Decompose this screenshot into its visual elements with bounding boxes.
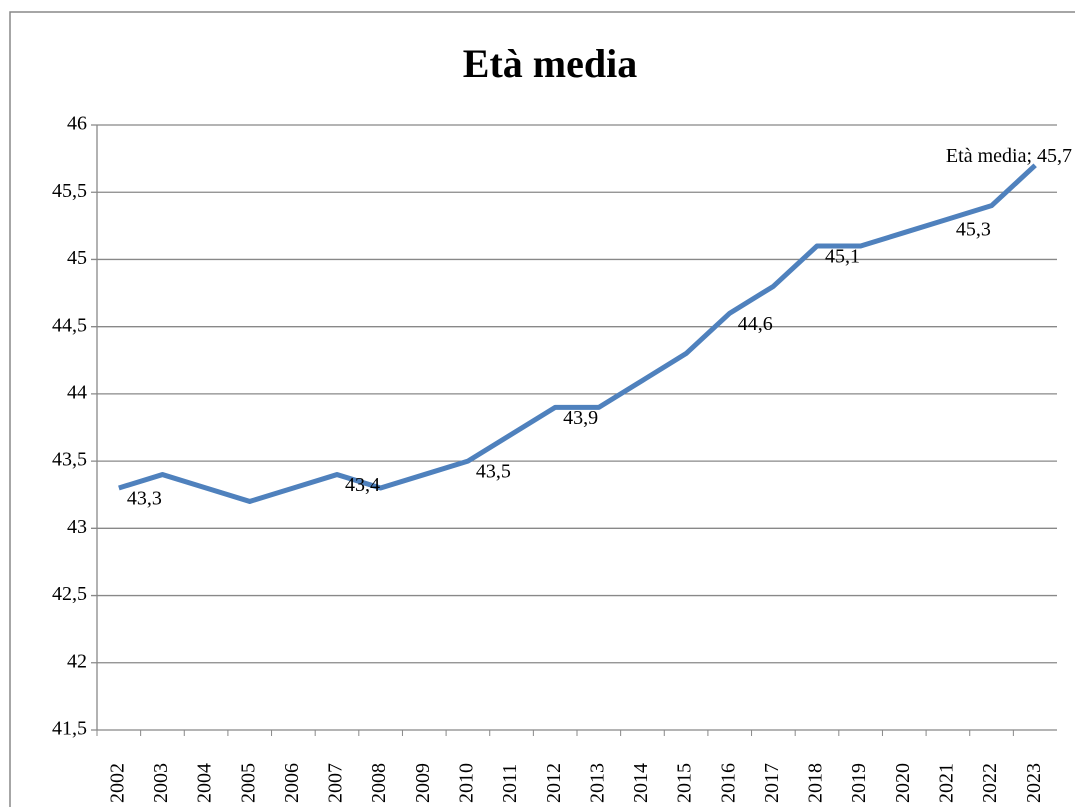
- x-tick-label: 2022: [979, 763, 1001, 803]
- y-tick-label: 43,5: [52, 449, 87, 471]
- x-tick-label: 2023: [1023, 763, 1045, 803]
- chart-title: Età media: [463, 41, 637, 86]
- y-tick-label: 46: [67, 113, 87, 135]
- x-tick-label: 2003: [150, 763, 172, 803]
- x-tick-label: 2005: [237, 763, 259, 803]
- data-label: 45,1: [825, 246, 860, 268]
- x-tick-label: 2012: [543, 763, 565, 803]
- y-tick-label: 41,5: [52, 718, 87, 740]
- x-tick-label: 2007: [325, 763, 347, 803]
- data-label: 44,6: [738, 313, 773, 335]
- data-label: 43,9: [563, 407, 598, 429]
- y-tick-label: 44: [67, 381, 87, 403]
- x-tick-label: 2013: [586, 763, 608, 803]
- y-tick-label: 43: [67, 516, 87, 538]
- line-series: [118, 163, 1037, 504]
- data-label: Età media; 45,7: [946, 145, 1072, 167]
- y-tick-label: 42: [67, 650, 87, 672]
- y-tick-label: 42,5: [52, 583, 87, 605]
- x-tick-label: 2017: [761, 763, 783, 803]
- x-tick-label: 2002: [106, 763, 128, 803]
- x-tick-label: 2016: [717, 763, 739, 803]
- y-tick-label: 44,5: [52, 314, 87, 336]
- data-label: 43,4: [345, 474, 380, 496]
- data-label: 43,3: [127, 488, 162, 510]
- x-tick-label: 2008: [368, 763, 390, 803]
- data-label: 43,5: [476, 461, 511, 483]
- x-tick-label: 2020: [892, 763, 914, 803]
- data-label: 45,3: [956, 219, 991, 241]
- x-tick-label: 2009: [412, 763, 434, 803]
- y-tick-label: 45: [67, 247, 87, 269]
- y-tick-label: 45,5: [52, 180, 87, 202]
- x-tick-label: 2015: [674, 763, 696, 803]
- x-tick-label: 2014: [630, 763, 652, 803]
- x-tick-label: 2011: [499, 764, 521, 803]
- x-tick-label: 2004: [194, 763, 216, 803]
- x-tick-label: 2021: [936, 763, 958, 803]
- x-tick-label: 2018: [805, 763, 827, 803]
- x-tick-label: 2010: [456, 763, 478, 803]
- chart-border: [9, 11, 1075, 807]
- x-tick-label: 2006: [281, 763, 303, 803]
- x-tick-label: 2019: [848, 763, 870, 803]
